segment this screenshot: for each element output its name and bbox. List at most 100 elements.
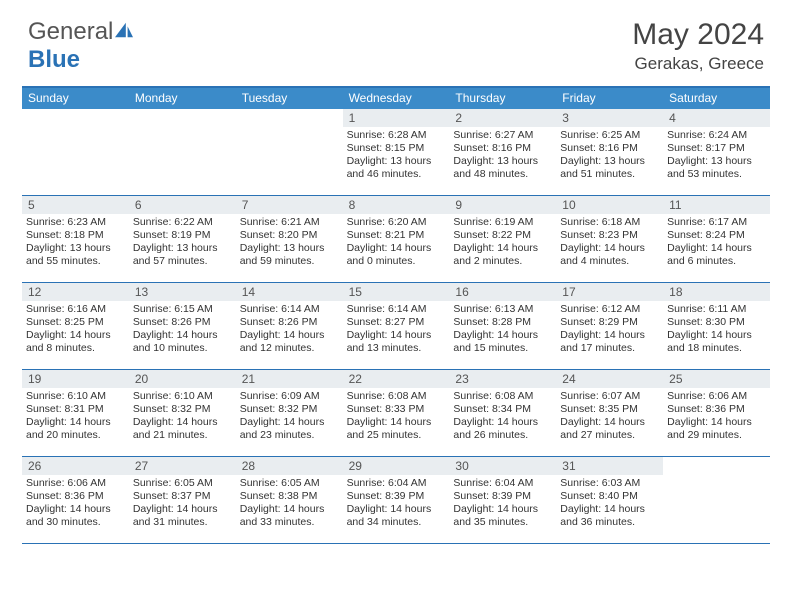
daylight-text: Daylight: 14 hours: [453, 242, 552, 255]
sunrise-text: Sunrise: 6:08 AM: [453, 390, 552, 403]
daylight-text: Daylight: 14 hours: [133, 416, 232, 429]
sunset-text: Sunset: 8:16 PM: [453, 142, 552, 155]
sunset-text: Sunset: 8:31 PM: [26, 403, 125, 416]
sunrise-text: Sunrise: 6:25 AM: [560, 129, 659, 142]
sunrise-text: Sunrise: 6:14 AM: [347, 303, 446, 316]
daylight-text: Daylight: 13 hours: [240, 242, 339, 255]
sunrise-text: Sunrise: 6:17 AM: [667, 216, 766, 229]
day-cell: 26Sunrise: 6:06 AMSunset: 8:36 PMDayligh…: [22, 457, 129, 543]
day-number: 13: [129, 283, 236, 301]
day-cell: 25Sunrise: 6:06 AMSunset: 8:36 PMDayligh…: [663, 370, 770, 456]
day-number: 7: [236, 196, 343, 214]
sunrise-text: Sunrise: 6:09 AM: [240, 390, 339, 403]
day-number: 4: [663, 109, 770, 127]
sunrise-text: Sunrise: 6:27 AM: [453, 129, 552, 142]
daylight-text: Daylight: 14 hours: [667, 416, 766, 429]
day-cell: 11Sunrise: 6:17 AMSunset: 8:24 PMDayligh…: [663, 196, 770, 282]
sunset-text: Sunset: 8:38 PM: [240, 490, 339, 503]
day-cell: 30Sunrise: 6:04 AMSunset: 8:39 PMDayligh…: [449, 457, 556, 543]
daylight-text: and 17 minutes.: [560, 342, 659, 355]
sunset-text: Sunset: 8:37 PM: [133, 490, 232, 503]
daylight-text: and 30 minutes.: [26, 516, 125, 529]
dayname: Saturday: [663, 88, 770, 109]
day-number: 26: [22, 457, 129, 475]
sunset-text: Sunset: 8:26 PM: [133, 316, 232, 329]
daylight-text: Daylight: 13 hours: [26, 242, 125, 255]
day-cell: 13Sunrise: 6:15 AMSunset: 8:26 PMDayligh…: [129, 283, 236, 369]
daylight-text: and 35 minutes.: [453, 516, 552, 529]
sunset-text: Sunset: 8:27 PM: [347, 316, 446, 329]
sunset-text: Sunset: 8:28 PM: [453, 316, 552, 329]
day-cell: [129, 109, 236, 195]
day-number: 5: [22, 196, 129, 214]
day-number: 30: [449, 457, 556, 475]
day-number: 20: [129, 370, 236, 388]
daylight-text: Daylight: 14 hours: [560, 329, 659, 342]
sunrise-text: Sunrise: 6:08 AM: [347, 390, 446, 403]
daylight-text: Daylight: 13 hours: [347, 155, 446, 168]
daylight-text: and 33 minutes.: [240, 516, 339, 529]
sunset-text: Sunset: 8:35 PM: [560, 403, 659, 416]
day-cell: 14Sunrise: 6:14 AMSunset: 8:26 PMDayligh…: [236, 283, 343, 369]
sunset-text: Sunset: 8:25 PM: [26, 316, 125, 329]
day-number: [236, 109, 343, 127]
day-cell: 4Sunrise: 6:24 AMSunset: 8:17 PMDaylight…: [663, 109, 770, 195]
day-cell: 10Sunrise: 6:18 AMSunset: 8:23 PMDayligh…: [556, 196, 663, 282]
sunset-text: Sunset: 8:39 PM: [453, 490, 552, 503]
daylight-text: and 59 minutes.: [240, 255, 339, 268]
brand-logo: General Blue: [28, 18, 135, 74]
sunrise-text: Sunrise: 6:23 AM: [26, 216, 125, 229]
week-row: 26Sunrise: 6:06 AMSunset: 8:36 PMDayligh…: [22, 457, 770, 544]
day-cell: 28Sunrise: 6:05 AMSunset: 8:38 PMDayligh…: [236, 457, 343, 543]
sunrise-text: Sunrise: 6:10 AM: [26, 390, 125, 403]
day-cell: [236, 109, 343, 195]
daylight-text: Daylight: 13 hours: [453, 155, 552, 168]
day-cell: 5Sunrise: 6:23 AMSunset: 8:18 PMDaylight…: [22, 196, 129, 282]
day-number: 14: [236, 283, 343, 301]
sunrise-text: Sunrise: 6:11 AM: [667, 303, 766, 316]
day-cell: 22Sunrise: 6:08 AMSunset: 8:33 PMDayligh…: [343, 370, 450, 456]
daylight-text: Daylight: 13 hours: [667, 155, 766, 168]
sunset-text: Sunset: 8:19 PM: [133, 229, 232, 242]
title-block: May 2024 Gerakas, Greece: [632, 18, 764, 74]
day-number: [129, 109, 236, 127]
sunrise-text: Sunrise: 6:20 AM: [347, 216, 446, 229]
day-number: 11: [663, 196, 770, 214]
sunrise-text: Sunrise: 6:04 AM: [453, 477, 552, 490]
sunrise-text: Sunrise: 6:12 AM: [560, 303, 659, 316]
sunset-text: Sunset: 8:26 PM: [240, 316, 339, 329]
daylight-text: Daylight: 14 hours: [347, 242, 446, 255]
daylight-text: and 51 minutes.: [560, 168, 659, 181]
sunrise-text: Sunrise: 6:03 AM: [560, 477, 659, 490]
daylight-text: Daylight: 14 hours: [240, 416, 339, 429]
daylight-text: and 48 minutes.: [453, 168, 552, 181]
sunrise-text: Sunrise: 6:06 AM: [667, 390, 766, 403]
day-cell: 12Sunrise: 6:16 AMSunset: 8:25 PMDayligh…: [22, 283, 129, 369]
brand-part2: Blue: [28, 46, 80, 73]
daylight-text: Daylight: 14 hours: [667, 329, 766, 342]
day-number: 17: [556, 283, 663, 301]
daylight-text: and 55 minutes.: [26, 255, 125, 268]
sunrise-text: Sunrise: 6:16 AM: [26, 303, 125, 316]
sunrise-text: Sunrise: 6:15 AM: [133, 303, 232, 316]
sunrise-text: Sunrise: 6:05 AM: [240, 477, 339, 490]
sail-icon: [113, 21, 135, 39]
day-cell: 17Sunrise: 6:12 AMSunset: 8:29 PMDayligh…: [556, 283, 663, 369]
daylight-text: and 36 minutes.: [560, 516, 659, 529]
day-cell: 15Sunrise: 6:14 AMSunset: 8:27 PMDayligh…: [343, 283, 450, 369]
daylight-text: and 6 minutes.: [667, 255, 766, 268]
daylight-text: and 2 minutes.: [453, 255, 552, 268]
sunset-text: Sunset: 8:16 PM: [560, 142, 659, 155]
dayname: Tuesday: [236, 88, 343, 109]
day-cell: 2Sunrise: 6:27 AMSunset: 8:16 PMDaylight…: [449, 109, 556, 195]
dayname: Monday: [129, 88, 236, 109]
sunset-text: Sunset: 8:23 PM: [560, 229, 659, 242]
sunrise-text: Sunrise: 6:18 AM: [560, 216, 659, 229]
daylight-text: and 4 minutes.: [560, 255, 659, 268]
daylight-text: Daylight: 14 hours: [347, 503, 446, 516]
day-number: 18: [663, 283, 770, 301]
daylight-text: Daylight: 14 hours: [667, 242, 766, 255]
page-header: General Blue May 2024 Gerakas, Greece: [0, 0, 792, 80]
daylight-text: Daylight: 14 hours: [240, 503, 339, 516]
day-cell: 24Sunrise: 6:07 AMSunset: 8:35 PMDayligh…: [556, 370, 663, 456]
